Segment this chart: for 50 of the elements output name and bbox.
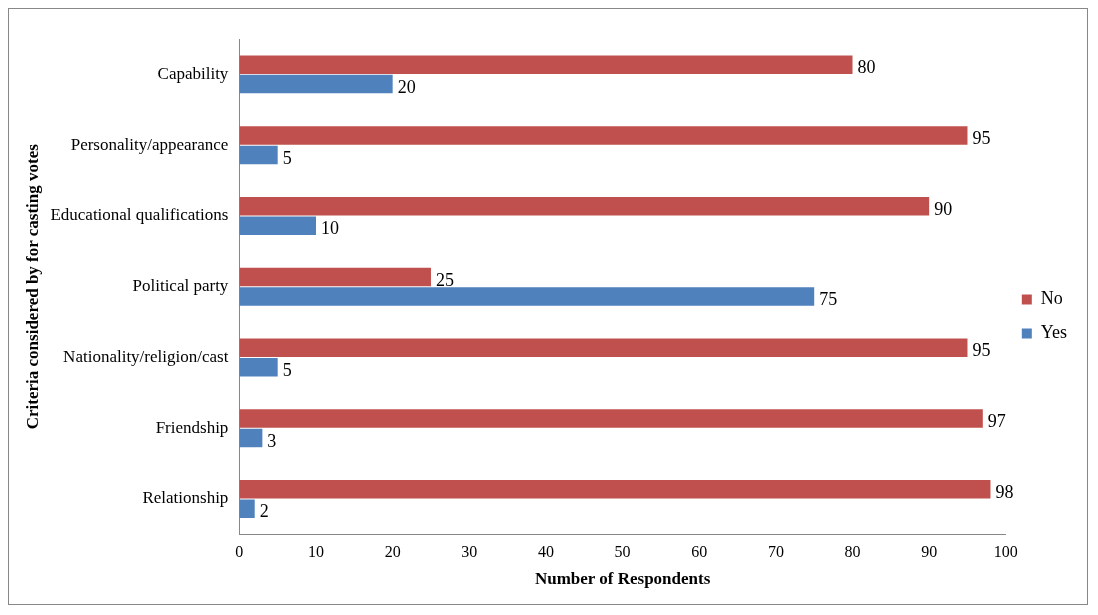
bar [239, 74, 393, 94]
data-label: 5 [282, 147, 292, 168]
data-label: 90 [934, 198, 953, 219]
bar [239, 480, 991, 499]
bar [239, 126, 968, 145]
legend-label: No [1040, 288, 1063, 309]
x-tick-label: 20 [384, 543, 401, 561]
x-tick-label: 40 [537, 543, 554, 561]
bar [239, 409, 983, 428]
y-tick-label: Friendship [155, 417, 229, 437]
y-tick-label: Capability [157, 63, 229, 83]
data-label: 3 [267, 430, 277, 451]
bar [239, 216, 317, 235]
data-label: 98 [995, 482, 1014, 503]
data-label: 80 [857, 57, 876, 78]
y-tick-label: Educational qualifications [50, 205, 229, 225]
bar [239, 428, 263, 448]
data-label: 20 [397, 76, 416, 97]
data-label: 75 [819, 289, 838, 310]
legend-label: Yes [1040, 322, 1068, 343]
x-tick-label: 0 [235, 543, 244, 561]
y-tick-label: Relationship [142, 488, 229, 508]
y-axis-title: Criteria considered by for casting votes [22, 143, 42, 430]
data-label: 10 [321, 218, 340, 239]
x-axis-title: Number of Respondents [534, 569, 711, 589]
y-tick-label: Personality/appearance [70, 134, 229, 154]
bar [239, 338, 968, 357]
y-tick-label: Political party [132, 276, 229, 296]
x-tick-label: 60 [691, 543, 708, 561]
bar [239, 145, 278, 165]
bar [239, 499, 255, 518]
data-label: 25 [435, 269, 454, 290]
x-tick-label: 10 [308, 543, 325, 561]
bar [239, 267, 431, 287]
bar [239, 196, 930, 216]
bar [239, 287, 815, 306]
x-tick-label: 70 [767, 543, 784, 561]
data-label: 95 [972, 128, 991, 149]
x-tick-label: 50 [614, 543, 631, 561]
bar [239, 357, 278, 377]
data-label: 5 [282, 359, 292, 380]
data-label: 97 [987, 411, 1006, 432]
x-tick-label: 90 [921, 543, 938, 561]
data-label: 2 [259, 501, 269, 522]
bar [239, 55, 853, 74]
data-label: 95 [972, 340, 991, 361]
x-tick-label: 100 [993, 543, 1018, 561]
x-tick-label: 80 [844, 543, 861, 561]
x-tick-label: 30 [461, 543, 478, 561]
y-tick-label: Nationality/religion/cast [63, 346, 229, 366]
